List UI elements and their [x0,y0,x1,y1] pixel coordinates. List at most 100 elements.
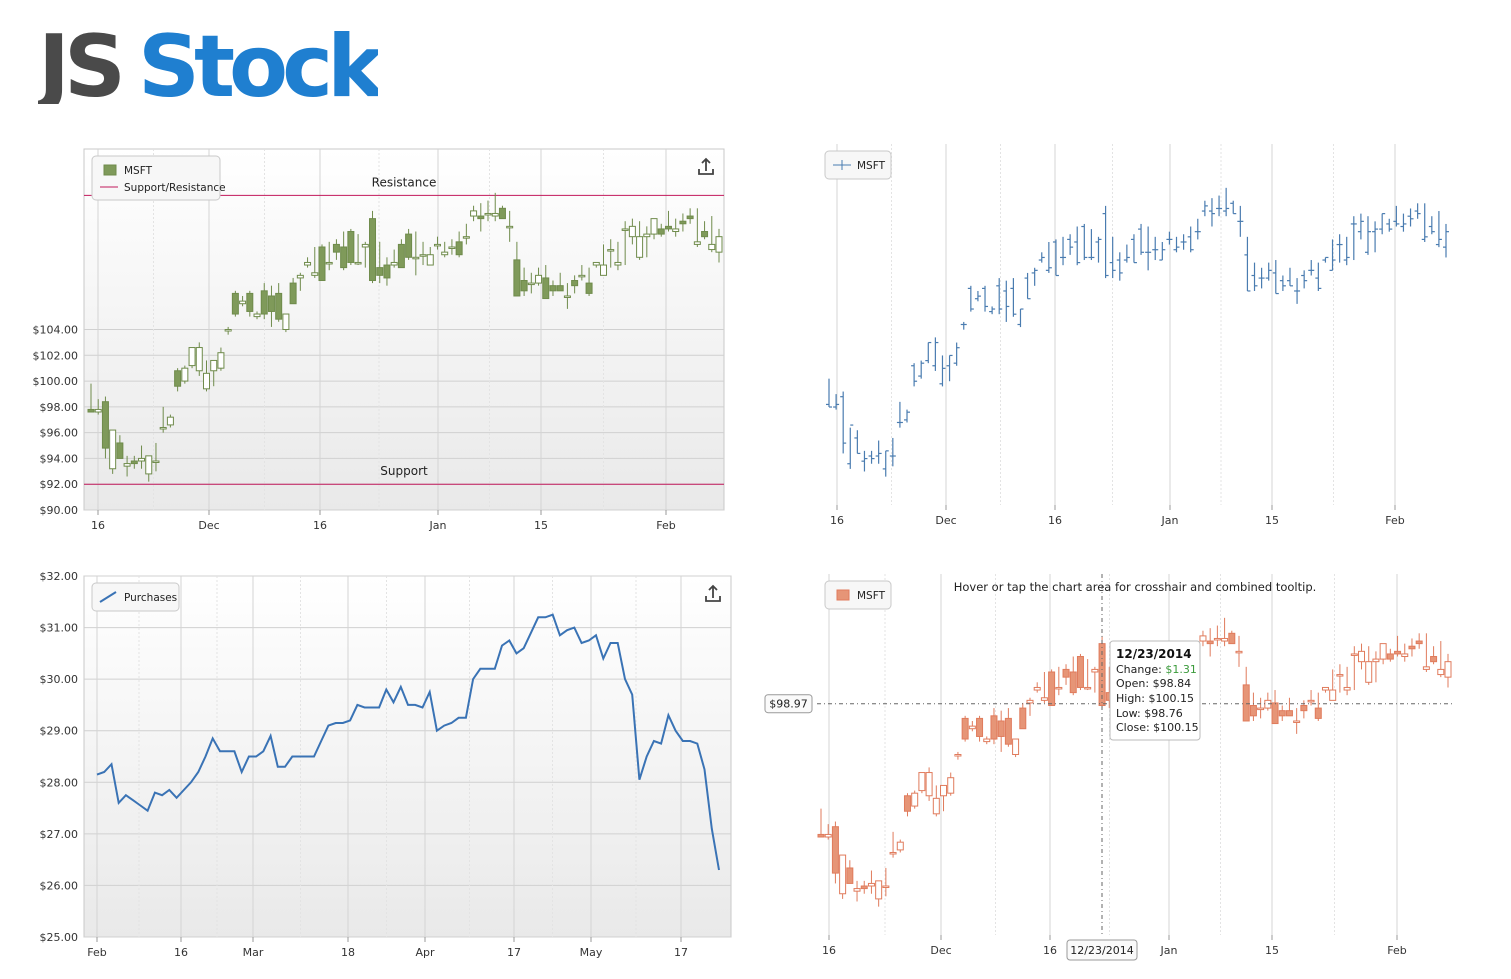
export-icon[interactable] [698,157,714,175]
x-tick-label: Feb [656,519,675,532]
candle-body [484,212,492,216]
legend-swatch-msft [103,164,117,176]
candle-body [1228,632,1236,645]
candle-body [94,408,102,413]
candle-body [282,313,290,330]
candle-body [441,251,449,256]
candle-body [657,228,665,235]
plot-area [83,575,732,938]
x-tick-label: 16 [830,514,844,527]
crosshair-y-label-box [764,694,813,714]
export-icon[interactable] [705,584,721,602]
candle-body [1069,671,1077,694]
logo-text-js: JS [38,18,120,104]
x-tick-label: 17 [674,946,688,959]
y-tick-label: $32.00 [40,570,79,583]
jsstock-logo: JS Stock [38,18,378,104]
candle-body [491,212,499,217]
candle-body [839,854,847,895]
candle-body [181,367,189,382]
candle-body [672,228,680,233]
candle-body [224,329,232,332]
candle-body [1386,653,1394,660]
x-tick-label: 15 [1265,514,1279,527]
x-tick-label: Jan [1161,514,1179,527]
resistance-label: Resistance [372,175,437,189]
candle-body [1019,707,1027,730]
legend-box [824,150,892,180]
candle-body [867,882,875,887]
candle-body [614,261,622,266]
candle-body [600,264,608,276]
candle-body [961,717,969,740]
export-arrow [708,584,718,598]
crosshair-x-label: 12/23/2014 [1070,944,1133,957]
support-label: Support [380,464,428,478]
candle-body [1293,720,1301,723]
candle-body [101,401,109,449]
candle-body [1062,668,1070,678]
y-tick-label: $90.00 [40,504,79,517]
candle-body [983,738,991,743]
candle-body [217,352,225,369]
candle-body [231,292,239,315]
candle-body [1336,674,1344,677]
candle-body [621,228,629,231]
legend-box [91,582,180,612]
candle-body [954,754,962,757]
logo-text-stock: Stock [138,18,378,104]
candle-body [145,455,153,475]
x-tick-label: Feb [1387,944,1406,957]
x-tick-label: Apr [415,946,435,959]
candle-body [130,460,138,465]
y-tick-label: $30.00 [40,673,79,686]
candle-body [650,218,658,235]
candle-body [679,220,687,225]
y-tick-label: $100.00 [33,375,79,388]
candle-body [1415,640,1423,645]
candle-body [1004,717,1012,745]
candle-body [376,267,384,276]
candle-body [1394,650,1402,655]
candle-body [506,225,514,229]
candle-body [1012,738,1020,755]
candlestick-crosshair-chart[interactable]: $90.00$92.00$94.00$96.00$98.00$100.00$10… [755,565,1511,970]
chart-hint: Hover or tap the chart area for crosshai… [954,580,1317,594]
candle-body [903,795,911,812]
ohlc-chart[interactable]: $90.00$92.00$94.00$96.00$98.00$100.00$10… [755,135,1511,540]
candle-body [520,280,528,292]
candle-body [1300,705,1308,712]
candle-body [347,231,355,263]
candle-body [607,249,615,252]
candle-body [361,243,369,248]
x-tick-label: 18 [341,946,355,959]
candle-body [875,880,883,900]
x-tick-label: Feb [87,946,106,959]
candle-body [1307,699,1315,703]
candle-body [1076,656,1084,688]
x-tick-label: 16 [1043,944,1057,957]
x-tick-label: Jan [1160,944,1178,957]
purchases-line-chart[interactable]: $25.00 $26.00 $27.00 $28.00 $29.00 $30.00 $31.… [0,568,740,968]
candle-body [311,272,319,276]
candle-body [1314,707,1322,719]
candle-body [174,370,182,387]
candle-body [1055,686,1063,690]
candle-body [571,280,579,287]
candlestick-support-resistance-chart[interactable]: $90.00 $92.00 $94.00 $96.00 $98.00 $100.00 $10… [0,140,740,545]
candle-body [412,256,420,260]
export-tray [705,596,721,602]
x-tick-label: 16 [1048,514,1062,527]
candle-body [304,261,312,266]
candle-body [405,233,413,258]
candle-body [1437,668,1445,676]
candle-body [477,215,485,220]
tooltip-high: High: $100.15 [1116,692,1194,705]
candle-body [1401,653,1409,658]
candle-body [1350,653,1358,656]
y-tick-label: $28.00 [40,776,79,789]
tooltip-low: Low: $98.76 [1116,707,1183,720]
candle-body [202,372,210,390]
candle-body [1084,686,1092,690]
candle-body [419,254,427,257]
